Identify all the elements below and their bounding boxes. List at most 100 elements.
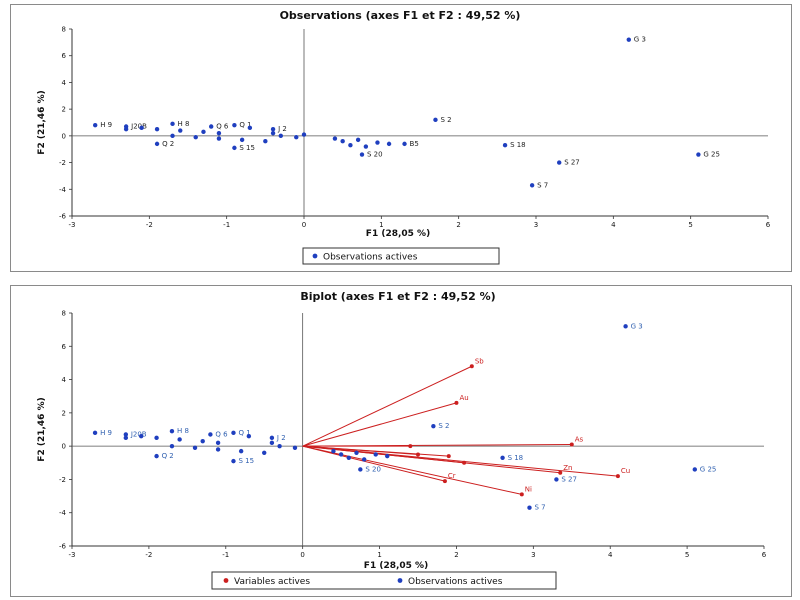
variable-label: Cu bbox=[621, 467, 630, 475]
observation-point bbox=[355, 137, 361, 143]
observation-point bbox=[154, 453, 159, 459]
observation-label: S 27 bbox=[561, 475, 577, 483]
observation-label: B5 bbox=[410, 140, 419, 148]
legend-entry: Observations actives bbox=[323, 253, 418, 263]
y-tick-label: -6 bbox=[59, 213, 67, 221]
x-tick-label: 4 bbox=[611, 221, 616, 229]
x-tick-label: 3 bbox=[534, 221, 538, 229]
observation-point bbox=[278, 133, 283, 139]
variable-vector bbox=[302, 445, 446, 482]
observation-point bbox=[215, 440, 221, 446]
variable-point bbox=[615, 474, 620, 479]
observation-point bbox=[294, 134, 299, 140]
observation-point bbox=[375, 140, 380, 145]
observation-label: H 8 bbox=[177, 427, 189, 435]
y-tick-label: 8 bbox=[62, 26, 66, 34]
y-tick-label: -4 bbox=[59, 186, 67, 194]
observation-point bbox=[92, 430, 98, 436]
observation-point bbox=[270, 126, 276, 132]
observation-point bbox=[209, 124, 214, 129]
variable-label: Zn bbox=[563, 464, 572, 472]
observation-point bbox=[154, 126, 160, 132]
variable-point bbox=[519, 492, 524, 497]
legend-marker-observations bbox=[312, 253, 318, 259]
x-tick-label: -1 bbox=[223, 221, 230, 229]
variable-point bbox=[442, 479, 447, 484]
variable-point bbox=[569, 442, 574, 447]
observation-point bbox=[363, 144, 369, 149]
observation-point bbox=[373, 452, 378, 457]
legend: Observations actives bbox=[302, 247, 500, 265]
variable-label: Cr bbox=[448, 472, 456, 480]
observation-point bbox=[277, 443, 282, 449]
y-tick-label: 4 bbox=[62, 376, 67, 384]
variable-vector bbox=[302, 365, 473, 447]
observation-point bbox=[216, 136, 222, 141]
observation-point bbox=[358, 467, 363, 472]
observation-point bbox=[231, 430, 236, 436]
y-tick-label: 6 bbox=[62, 343, 67, 351]
x-tick-label: 1 bbox=[377, 551, 381, 559]
observation-label: S 15 bbox=[238, 457, 254, 465]
observation-label: S 7 bbox=[534, 504, 545, 512]
observation-point bbox=[332, 136, 338, 141]
x-tick-label: -3 bbox=[69, 551, 76, 559]
x-tick-label: 2 bbox=[454, 551, 458, 559]
observation-label: S 2 bbox=[440, 116, 451, 124]
observation-point bbox=[500, 455, 505, 460]
chart-title: Observations (axes F1 et F2 : 49,52 %) bbox=[280, 9, 521, 22]
observation-point bbox=[177, 437, 182, 442]
y-tick-label: 6 bbox=[62, 52, 67, 60]
observation-point bbox=[215, 447, 221, 452]
observation-point bbox=[626, 37, 631, 42]
observation-point bbox=[208, 432, 213, 437]
observation-label: H 9 bbox=[100, 429, 112, 437]
observation-point bbox=[692, 467, 697, 472]
observation-point bbox=[269, 440, 275, 446]
observation-label: Q 6 bbox=[216, 123, 229, 131]
observation-label: S 20 bbox=[365, 465, 381, 473]
observation-point bbox=[338, 452, 344, 457]
legend-box bbox=[302, 247, 500, 265]
variable-point bbox=[416, 452, 420, 457]
observation-point bbox=[623, 324, 628, 329]
y-tick-label: 2 bbox=[62, 409, 66, 417]
observation-label: G 25 bbox=[700, 465, 717, 473]
y-tick-label: -4 bbox=[59, 509, 67, 517]
observation-point bbox=[431, 423, 436, 429]
observation-label: Q 1 bbox=[238, 429, 250, 437]
variable-point bbox=[446, 454, 451, 459]
observations-panel-frame bbox=[10, 4, 792, 272]
y-tick-label: 4 bbox=[62, 79, 67, 87]
observation-label: G 3 bbox=[634, 36, 646, 44]
observation-point bbox=[123, 126, 129, 132]
y-tick-label: -2 bbox=[59, 476, 66, 484]
observation-label: S 27 bbox=[564, 159, 580, 167]
observation-point bbox=[169, 428, 175, 434]
variable-point bbox=[408, 444, 413, 449]
observation-label: G 25 bbox=[703, 151, 720, 159]
y-tick-label: -6 bbox=[59, 543, 67, 551]
observation-label: Q 2 bbox=[162, 452, 174, 460]
observation-label: J 2 bbox=[276, 434, 286, 442]
biplot-panel-frame bbox=[10, 285, 792, 597]
legend-box bbox=[211, 571, 557, 590]
observation-point bbox=[263, 139, 268, 144]
observation-point bbox=[139, 125, 144, 131]
observation-point bbox=[154, 435, 159, 441]
observation-label: S 7 bbox=[537, 181, 548, 189]
x-tick-label: 6 bbox=[762, 551, 767, 559]
observation-label: G 3 bbox=[631, 322, 643, 330]
x-tick-label: 6 bbox=[766, 221, 771, 229]
observation-label: S 18 bbox=[508, 454, 524, 462]
observation-point bbox=[123, 432, 129, 437]
observation-point bbox=[331, 448, 336, 454]
variable-vector bbox=[302, 402, 457, 447]
observation-point bbox=[247, 125, 253, 131]
observation-label: Q 1 bbox=[239, 121, 251, 129]
observation-point bbox=[502, 143, 508, 148]
observation-point bbox=[554, 477, 559, 482]
observation-point bbox=[361, 457, 367, 462]
observation-label: H 8 bbox=[178, 120, 190, 128]
